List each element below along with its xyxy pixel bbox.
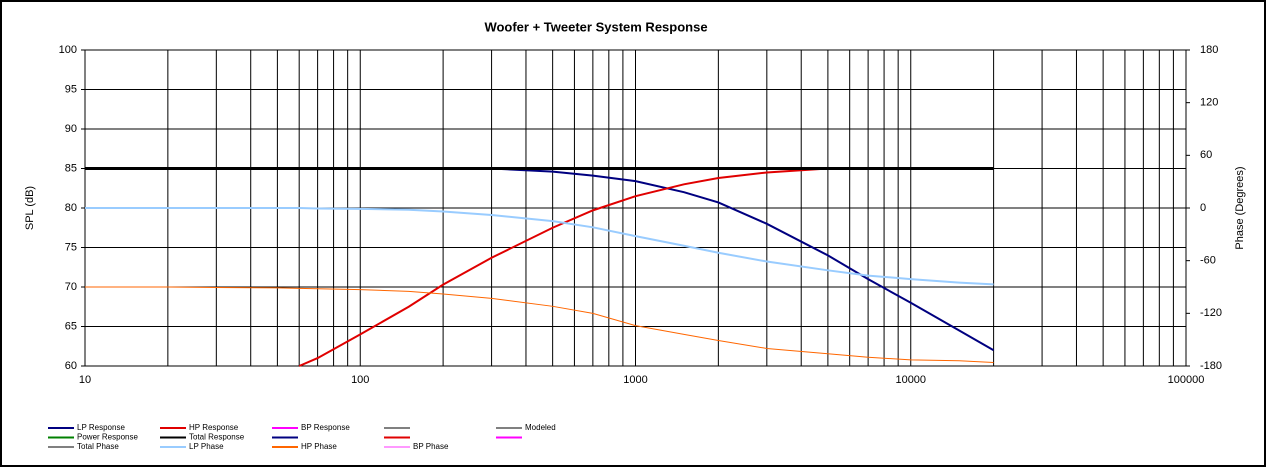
y2-tick-label: 60 (1200, 149, 1212, 161)
y2-tick-label: -120 (1200, 307, 1222, 319)
legend-label: Total Phase (77, 442, 119, 451)
legend-label: Power Response (77, 433, 138, 442)
y2-tick-label: 0 (1200, 202, 1206, 214)
x-tick-label: 100 (351, 374, 369, 386)
y-tick-label: 60 (65, 360, 77, 372)
legend-label: Modeled (525, 423, 556, 432)
series-line (85, 286, 994, 363)
series-line (298, 167, 828, 367)
y2-tick-label: 120 (1200, 97, 1218, 109)
legend-label: BP Response (301, 423, 350, 432)
series-line (491, 167, 995, 352)
legend-label: LP Response (77, 423, 125, 432)
y-tick-label: 85 (65, 162, 77, 174)
y2-tick-label: -60 (1200, 255, 1216, 267)
x-tick-label: 10 (79, 374, 91, 386)
legend-label: LP Phase (189, 442, 224, 451)
x-tick-label: 100000 (1168, 374, 1205, 386)
y-tick-label: 75 (65, 241, 77, 253)
y-tick-label: 95 (65, 83, 77, 95)
y-tick-label: 65 (65, 320, 77, 332)
y-tick-label: 100 (59, 44, 77, 56)
y2-tick-label: -180 (1200, 360, 1222, 372)
legend-label: HP Phase (301, 442, 337, 451)
legend-label: Total Response (189, 433, 245, 442)
x-tick-label: 1000 (623, 374, 647, 386)
y2-axis-label: Phase (Degrees) (1234, 166, 1246, 249)
y-tick-label: 90 (65, 123, 77, 135)
y2-tick-label: 180 (1200, 44, 1218, 56)
x-tick-label: 10000 (895, 374, 926, 386)
legend-label: BP Phase (413, 442, 449, 451)
chart-title: Woofer + Tweeter System Response (484, 19, 707, 34)
legend-label: HP Response (189, 423, 239, 432)
y-axis-label: SPL (dB) (24, 186, 36, 230)
series-line (85, 207, 994, 286)
y-tick-label: 70 (65, 281, 77, 293)
y-tick-label: 80 (65, 202, 77, 214)
